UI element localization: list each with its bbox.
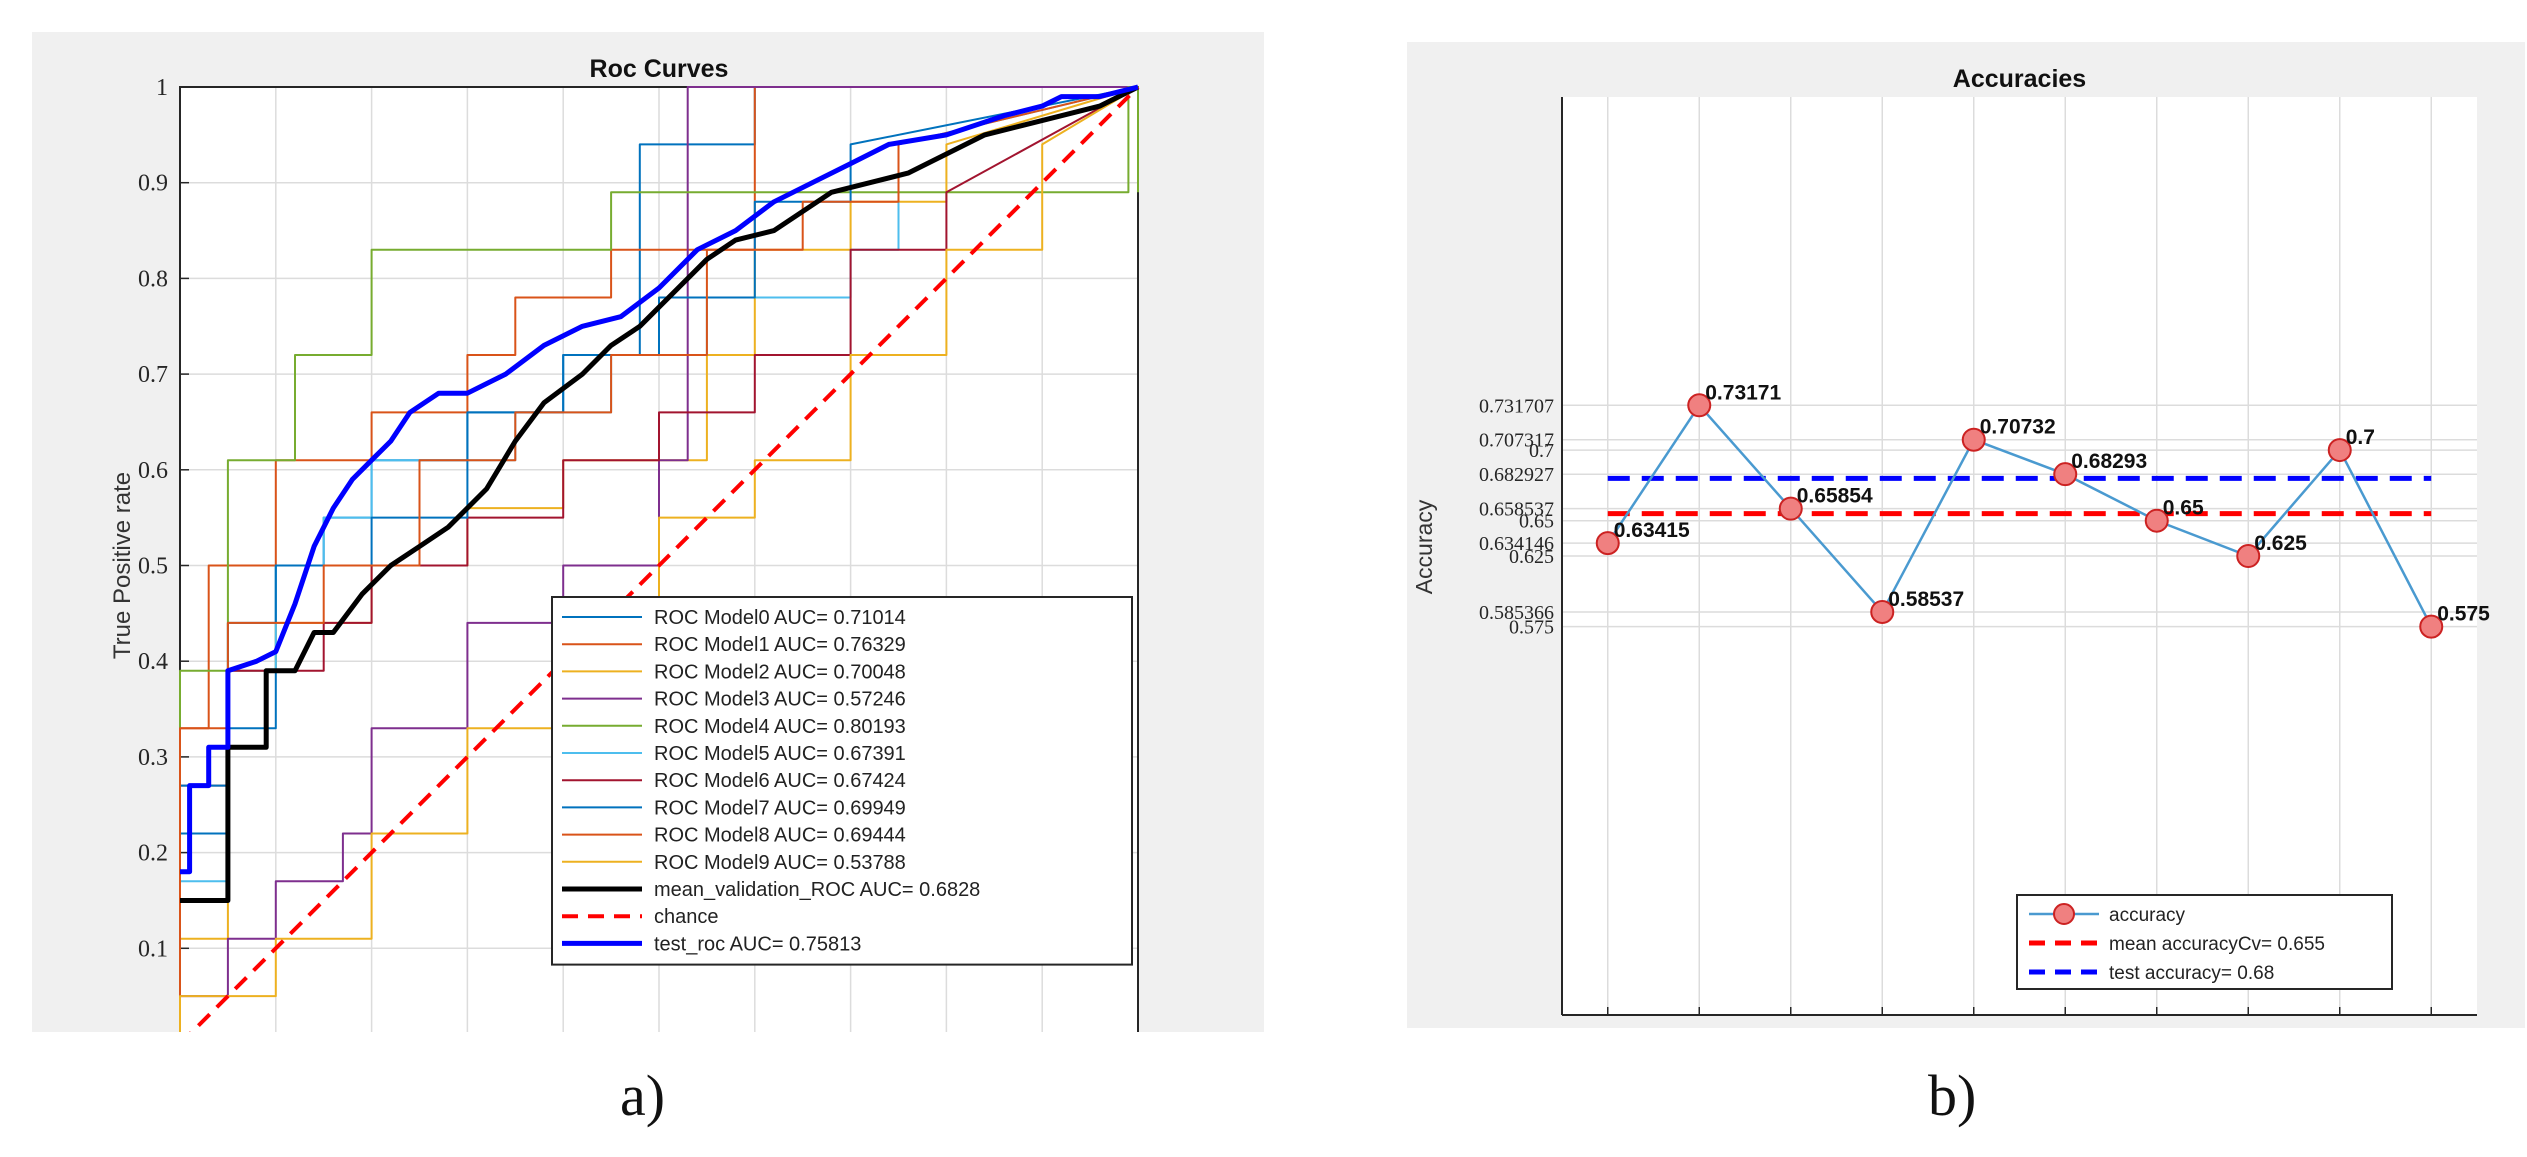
- data-label: 0.68293: [2071, 450, 2147, 473]
- legend-entry: chance: [654, 906, 719, 928]
- data-label: 0.7: [2346, 426, 2375, 449]
- y-tick-label: 0.7: [1529, 440, 1554, 462]
- legend-entry: test accuracy= 0.68: [2109, 963, 2274, 984]
- roc-series-line-6: [179, 86, 1139, 1044]
- y-tick-label: 0.7: [138, 362, 168, 388]
- legend-entry: ROC Model4 AUC= 0.80193: [654, 716, 906, 738]
- y-tick-label: 0.682927: [1479, 464, 1554, 486]
- legend-entry: ROC Model6 AUC= 0.67424: [654, 770, 906, 792]
- legend-entry: ROC Model8 AUC= 0.69444: [654, 825, 906, 847]
- y-tick-label: 0.9: [138, 171, 168, 197]
- accuracy-point: [1687, 393, 1712, 418]
- data-label: 0.58537: [1888, 588, 1964, 611]
- figure-label-a: a): [620, 1063, 666, 1128]
- data-label: 0.575: [2437, 603, 2490, 626]
- legend-box: [551, 596, 1133, 966]
- y-tick-label: 0.707317: [1479, 430, 1554, 452]
- legend-entry: accuracy: [2109, 905, 2186, 926]
- chart-title: Roc Curves: [590, 55, 729, 83]
- legend-marker: [2053, 903, 2075, 925]
- y-tick-label: 0.658537: [1479, 499, 1554, 521]
- y-tick-label: 0.6: [138, 458, 168, 484]
- roc-series-line-11: [178, 85, 1140, 1046]
- y-tick-label: 0.4: [138, 649, 168, 675]
- legend-box: [2016, 894, 2393, 990]
- figure-label-b: b): [1928, 1063, 1977, 1128]
- legend-entry: mean accuracyCv= 0.655: [2109, 934, 2325, 955]
- legend-entry: ROC Model3 AUC= 0.57246: [654, 689, 906, 711]
- legend-entry: mean_validation_ROC AUC= 0.6828: [654, 879, 980, 901]
- data-label: 0.73171: [1705, 381, 1781, 404]
- chart-title: Accuracies: [1953, 65, 2086, 93]
- accuracy-point: [1870, 599, 1895, 624]
- accuracy-point: [1961, 427, 1986, 452]
- y-tick-label: 0.731707: [1479, 395, 1554, 417]
- accuracy-line: [1606, 403, 2433, 628]
- y-tick-label: 0.2: [138, 841, 168, 867]
- y-tick-label: 0.3: [138, 745, 168, 771]
- legend-entry: ROC Model2 AUC= 0.70048: [654, 661, 906, 683]
- legend-entry: test_roc AUC= 0.75813: [654, 933, 861, 955]
- roc-series-line-3: [179, 86, 1138, 1044]
- legend-entry: ROC Model5 AUC= 0.67391: [654, 743, 906, 765]
- accuracy-point: [2144, 508, 2169, 533]
- y-axis-label: True Positive rate: [109, 472, 136, 659]
- y-tick-label: 0.5: [138, 554, 168, 580]
- data-label: 0.70732: [1980, 416, 2056, 439]
- y-tick-label: 0.585366: [1479, 602, 1554, 624]
- y-tick-label: 0.8: [138, 266, 168, 292]
- y-tick-label: 0.575: [1509, 617, 1554, 639]
- accuracy-point: [1778, 496, 1803, 521]
- data-label: 0.65: [2163, 497, 2204, 520]
- data-label: 0.63415: [1614, 519, 1690, 542]
- y-axis-label: Accuracy: [1411, 499, 1437, 594]
- y-tick-label: 1: [156, 75, 168, 101]
- accuracy-chart: 0.5750.5853660.6250.6341460.650.6585370.…: [1411, 65, 2490, 1016]
- legend-entry: ROC Model1 AUC= 0.76329: [654, 634, 906, 656]
- data-label: 0.625: [2254, 532, 2307, 555]
- accuracy-point: [2327, 438, 2352, 463]
- accuracy-point: [2053, 462, 2078, 487]
- roc-series-line-10: [180, 84, 1140, 903]
- data-label: 0.65854: [1797, 485, 1873, 508]
- accuracy-point: [2419, 614, 2444, 639]
- accuracy-point: [2236, 544, 2261, 568]
- roc-series-line-12: [180, 84, 1139, 875]
- roc-series-line-8: [179, 86, 1139, 1044]
- legend-entry: ROC Model9 AUC= 0.53788: [654, 852, 906, 874]
- y-tick-label: 0.1: [138, 936, 168, 962]
- roc-series-line-4: [179, 86, 1139, 1044]
- legend-entry: ROC Model7 AUC= 0.69949: [654, 797, 906, 819]
- y-tick-label: 0.625: [1509, 546, 1554, 568]
- accuracy-point: [1595, 531, 1620, 556]
- legend-entry: ROC Model0 AUC= 0.71014: [654, 607, 906, 629]
- y-tick-label: 0.65: [1519, 511, 1554, 533]
- accuracy-panel: 0.575 0.585366 0.625 0.634146 0.65 0.658537 0.…: [1407, 42, 2525, 1028]
- y-tick-label: 0.634146: [1479, 533, 1554, 555]
